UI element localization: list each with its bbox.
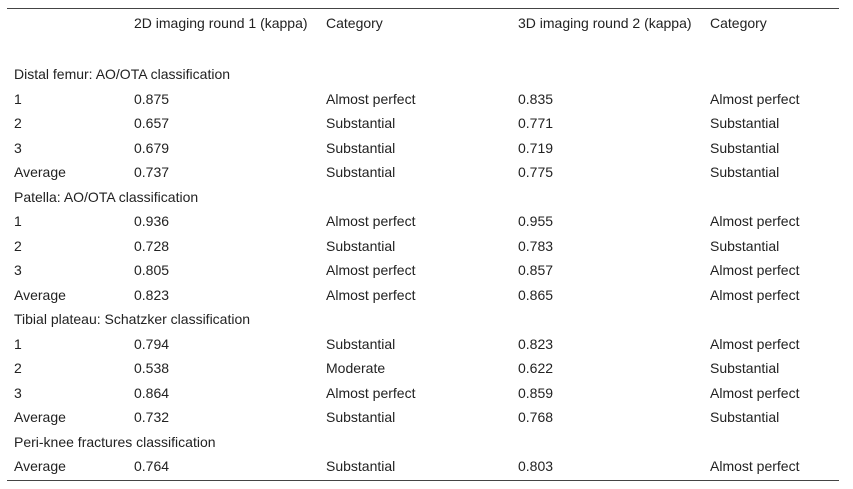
category-2d: Substantial bbox=[326, 164, 396, 180]
row-label: Average bbox=[14, 164, 66, 180]
table-row: Average 0.823 Almost perfect 0.865 Almost pe… bbox=[7, 284, 839, 309]
table-row: 3 0.679 Substantial 0.719 Substantial bbox=[7, 137, 839, 162]
table-row: 2 0.657 Substantial 0.771 Substantial bbox=[7, 112, 839, 137]
category-2d: Moderate bbox=[326, 360, 386, 376]
kappa-2d: 0.764 bbox=[134, 458, 170, 474]
header-category-1: Category bbox=[326, 15, 383, 31]
kappa-2d: 0.805 bbox=[134, 262, 170, 278]
category-3d: Almost perfect bbox=[710, 286, 800, 303]
section-row: Tibial plateau: Schatzker classification bbox=[7, 308, 839, 333]
section-title: Distal femur: AO/OTA classification bbox=[14, 66, 231, 82]
row-label: 3 bbox=[14, 139, 22, 156]
section-row: Patella: AO/OTA classification bbox=[7, 186, 839, 211]
section-row: Peri-knee fractures classification bbox=[7, 431, 839, 456]
kappa-3d: 0.857 bbox=[518, 262, 554, 278]
top-rule bbox=[7, 8, 839, 9]
kappa-2d: 0.657 bbox=[134, 115, 170, 131]
kappa-2d: 0.823 bbox=[134, 286, 170, 303]
row-label: 3 bbox=[14, 262, 22, 278]
kappa-2d: 0.794 bbox=[134, 335, 170, 352]
section-title: Patella: AO/OTA classification bbox=[14, 188, 199, 205]
kappa-2d: 0.679 bbox=[134, 139, 170, 156]
row-label: Average bbox=[14, 458, 66, 474]
kappa-2d: 0.864 bbox=[134, 384, 170, 401]
section-title: Tibial plateau: Schatzker classification bbox=[14, 311, 251, 327]
category-3d: Substantial bbox=[710, 409, 780, 425]
category-2d: Substantial bbox=[326, 335, 396, 352]
category-3d: Substantial bbox=[710, 164, 780, 180]
bottom-rule bbox=[7, 479, 839, 481]
category-3d: Substantial bbox=[710, 237, 780, 254]
category-2d: Substantial bbox=[326, 237, 396, 254]
row-label: 2 bbox=[14, 115, 22, 131]
table-row: 3 0.864 Almost perfect 0.859 Almost perfect bbox=[7, 382, 839, 407]
table-row: Average 0.764 Substantial 0.803 Almost perfe… bbox=[7, 455, 839, 480]
category-3d: Almost perfect bbox=[710, 458, 800, 474]
table-header: 2D imaging round 1 (kappa) Category 3D i… bbox=[7, 9, 839, 63]
category-2d: Almost perfect bbox=[326, 213, 416, 229]
kappa-2d: 0.538 bbox=[134, 360, 170, 376]
header-category-2: Category bbox=[710, 15, 767, 31]
category-3d: Almost perfect bbox=[710, 262, 800, 278]
table-row: Average 0.737 Substantial 0.775 Substantial bbox=[7, 161, 839, 186]
table-row: Average 0.732 Substantial 0.768 Substantial bbox=[7, 406, 839, 431]
kappa-3d: 0.823 bbox=[518, 335, 554, 352]
table-body: Distal femur: AO/OTA classification 1 0.87… bbox=[7, 63, 839, 480]
row-label: 2 bbox=[14, 360, 22, 376]
kappa-2d: 0.728 bbox=[134, 237, 170, 254]
section-title: Peri-knee fractures classification bbox=[14, 433, 216, 450]
kappa-3d: 0.835 bbox=[518, 90, 554, 107]
category-2d: Substantial bbox=[326, 458, 396, 474]
table-row: 1 0.936 Almost perfect 0.955 Almost perfect bbox=[7, 210, 839, 235]
kappa-3d: 0.719 bbox=[518, 139, 554, 156]
category-3d: Almost perfect bbox=[710, 335, 800, 352]
category-2d: Almost perfect bbox=[326, 90, 416, 107]
kappa-3d: 0.803 bbox=[518, 458, 554, 474]
header-2d-kappa: 2D imaging round 1 (kappa) bbox=[134, 15, 308, 31]
category-3d: Almost perfect bbox=[710, 90, 800, 107]
row-label: 1 bbox=[14, 335, 22, 352]
kappa-2d: 0.936 bbox=[134, 213, 170, 229]
category-2d: Almost perfect bbox=[326, 286, 416, 303]
row-label: Average bbox=[14, 409, 66, 425]
row-label: Average bbox=[14, 286, 66, 303]
table-row: 1 0.794 Substantial 0.823 Almost perfect bbox=[7, 333, 839, 358]
kappa-3d: 0.859 bbox=[518, 384, 554, 401]
kappa-3d: 0.955 bbox=[518, 213, 554, 229]
row-label: 1 bbox=[14, 90, 22, 107]
category-3d: Almost perfect bbox=[710, 384, 800, 401]
table-row: 1 0.875 Almost perfect 0.835 Almost perfect bbox=[7, 88, 839, 113]
category-2d: Almost perfect bbox=[326, 262, 416, 278]
category-2d: Substantial bbox=[326, 409, 396, 425]
table-row: 2 0.538 Moderate 0.622 Substantial bbox=[7, 357, 839, 382]
kappa-3d: 0.768 bbox=[518, 409, 554, 425]
category-3d: Almost perfect bbox=[710, 213, 800, 229]
table-row: 3 0.805 Almost perfect 0.857 Almost perfect bbox=[7, 259, 839, 284]
category-3d: Substantial bbox=[710, 139, 780, 156]
kappa-2d: 0.732 bbox=[134, 409, 170, 425]
kappa-3d: 0.622 bbox=[518, 360, 554, 376]
kappa-2d: 0.737 bbox=[134, 164, 170, 180]
section-row: Distal femur: AO/OTA classification bbox=[7, 63, 839, 88]
kappa-3d: 0.865 bbox=[518, 286, 554, 303]
header-3d-kappa: 3D imaging round 2 (kappa) bbox=[518, 15, 692, 31]
kappa-3d: 0.783 bbox=[518, 237, 554, 254]
category-2d: Almost perfect bbox=[326, 384, 416, 401]
kappa-3d: 0.775 bbox=[518, 164, 554, 180]
row-label: 2 bbox=[14, 237, 22, 254]
kappa-table: 2D imaging round 1 (kappa) Category 3D i… bbox=[7, 8, 839, 481]
table-row: 2 0.728 Substantial 0.783 Substantial bbox=[7, 235, 839, 260]
row-label: 3 bbox=[14, 384, 22, 401]
row-label: 1 bbox=[14, 213, 22, 229]
kappa-2d: 0.875 bbox=[134, 90, 170, 107]
kappa-3d: 0.771 bbox=[518, 115, 554, 131]
category-3d: Substantial bbox=[710, 360, 780, 376]
category-3d: Substantial bbox=[710, 115, 780, 131]
category-2d: Substantial bbox=[326, 139, 396, 156]
category-2d: Substantial bbox=[326, 115, 396, 131]
